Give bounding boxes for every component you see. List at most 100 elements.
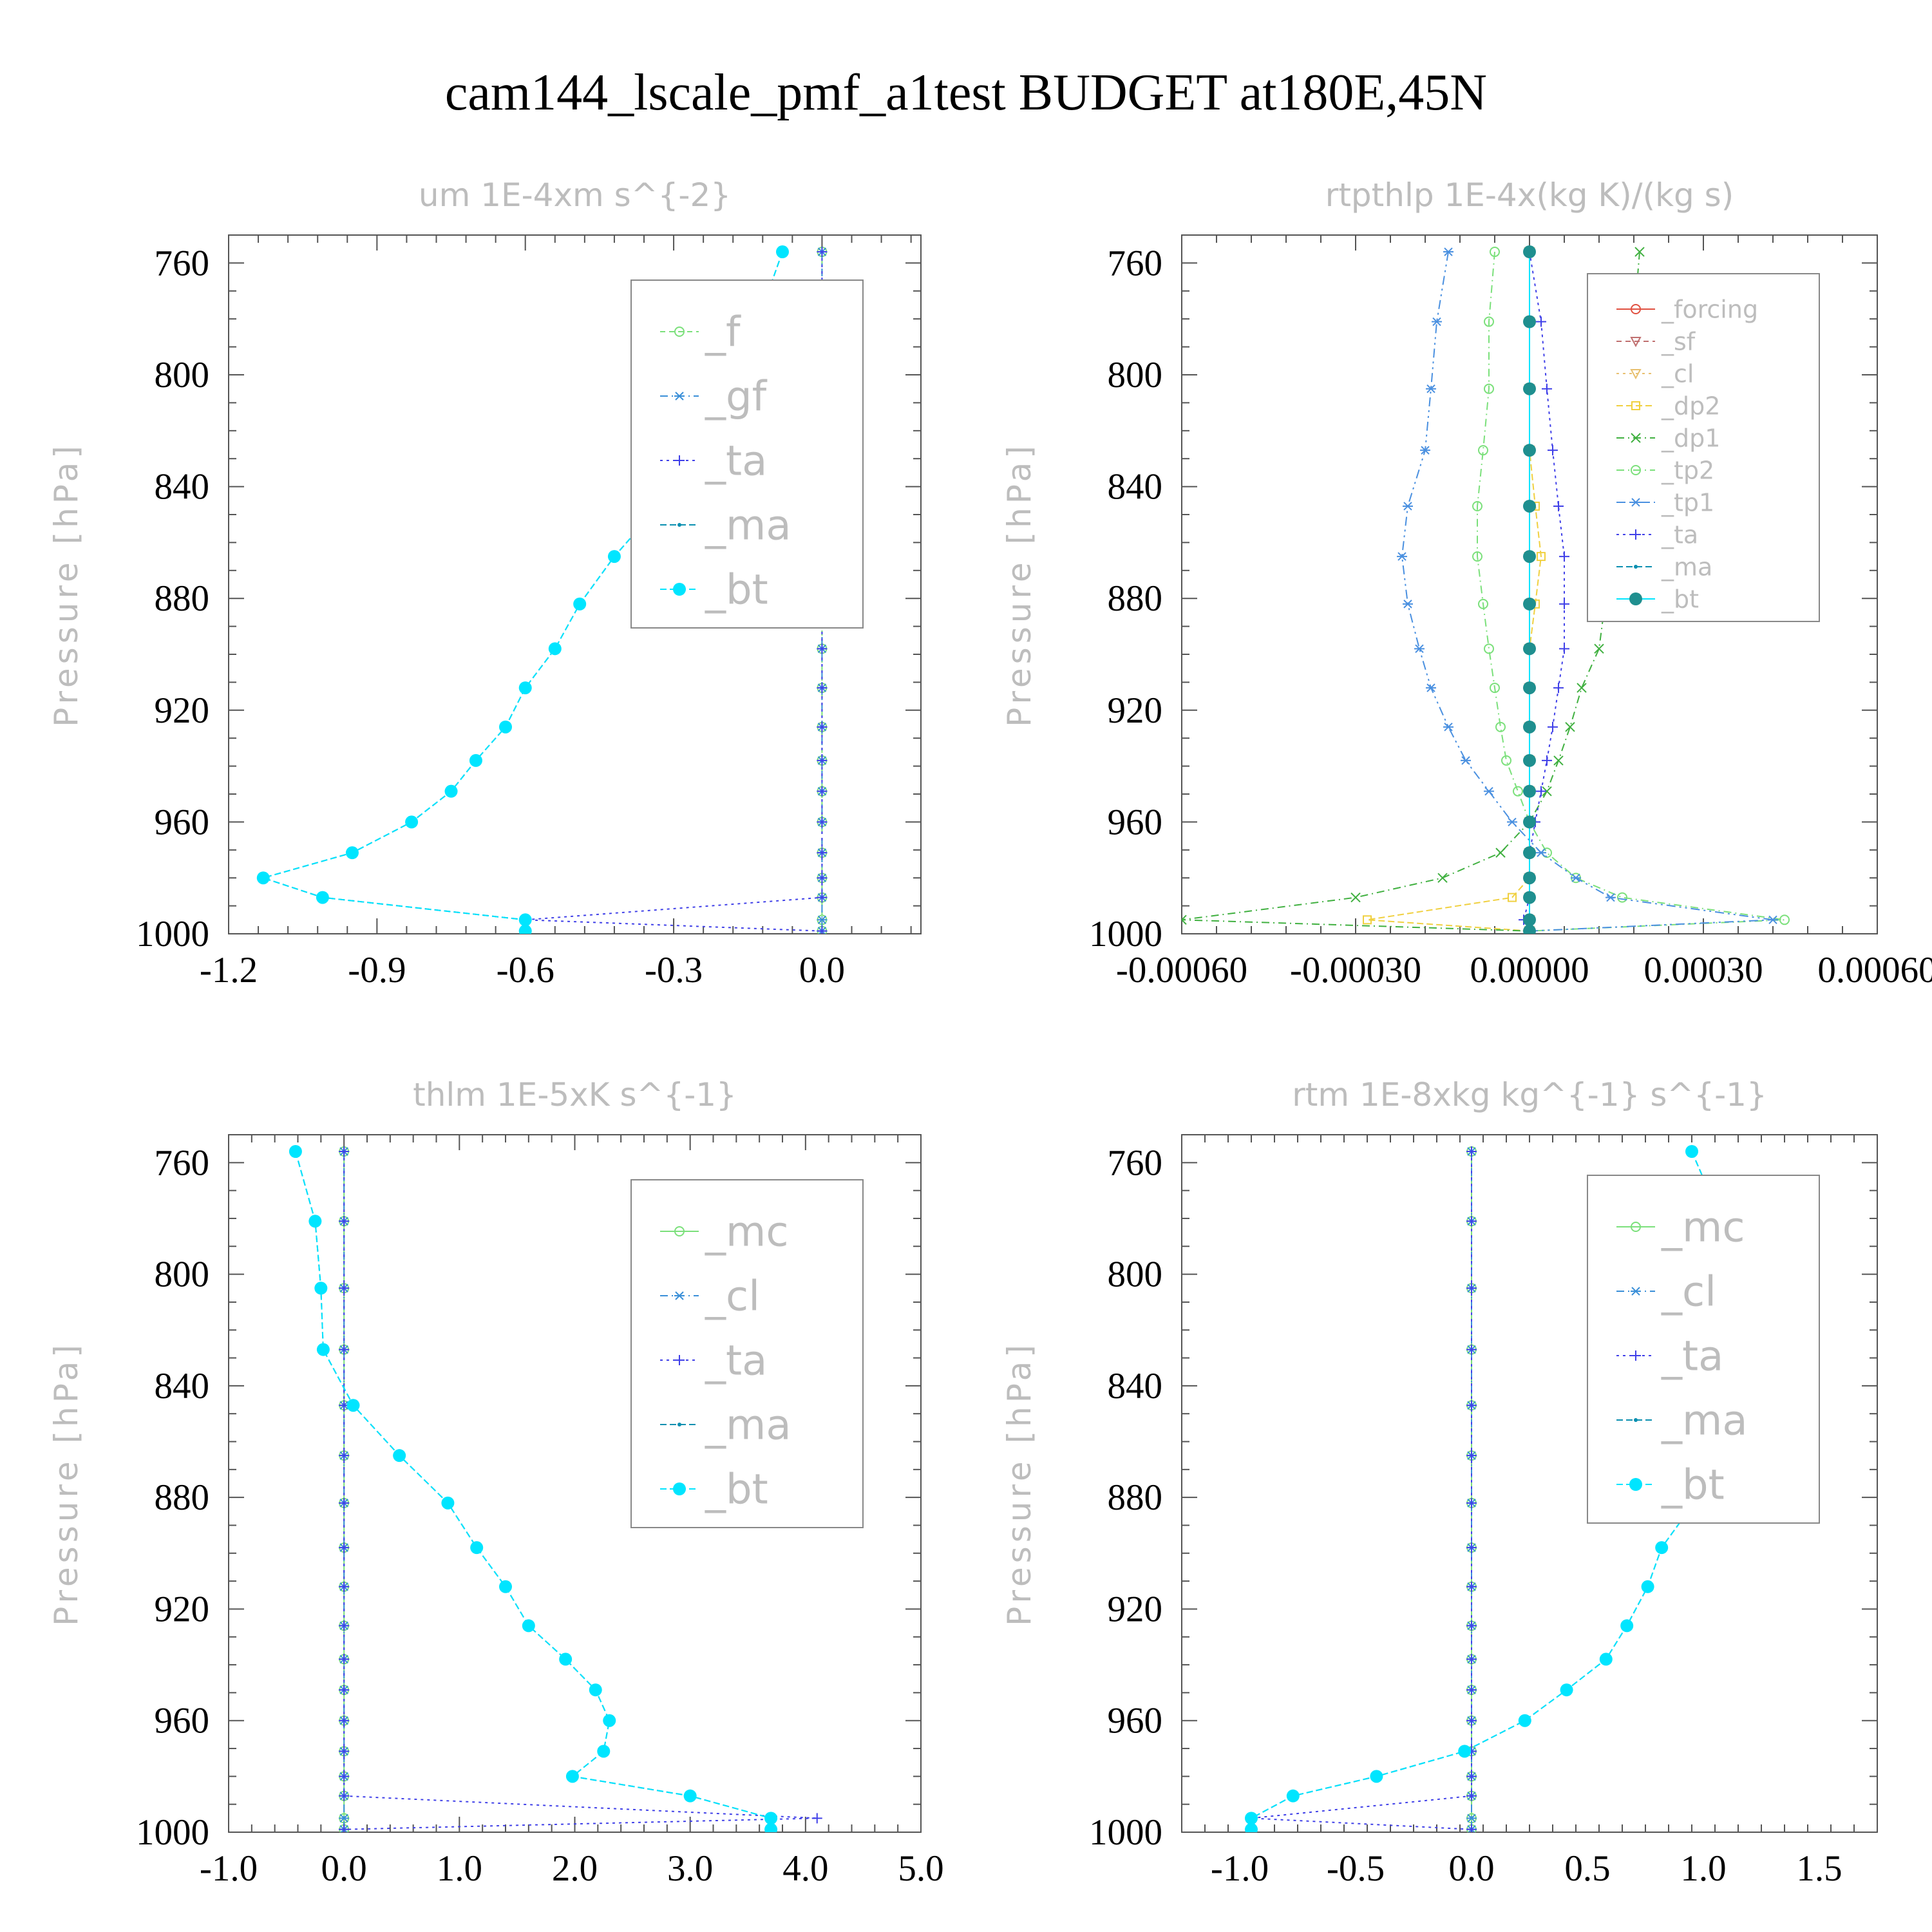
legend-marker	[1629, 592, 1642, 605]
legend-marker	[1631, 1222, 1641, 1232]
data-point-bt	[1245, 1823, 1258, 1832]
data-point-dp1	[1495, 848, 1506, 858]
data-point-ta	[1466, 1620, 1477, 1631]
data-point-bt	[573, 597, 587, 611]
series-line-dp2	[1367, 252, 1542, 932]
data-point-ta	[1559, 551, 1569, 562]
data-point-bt	[597, 1745, 611, 1758]
data-point-bt	[346, 1399, 360, 1412]
panel-title: rtm 1E-8xkg kg^{-1} s^{-1}	[1292, 1076, 1767, 1113]
y-tick-label: 920	[155, 690, 210, 731]
data-point-ta	[339, 1497, 350, 1508]
data-point-bt	[683, 1789, 697, 1803]
y-tick-label: 760	[155, 243, 210, 283]
data-point-ta	[339, 1450, 350, 1461]
series-line-ta	[1522, 251, 1565, 932]
data-point-dp2	[1537, 552, 1546, 562]
data-point-bt	[1523, 720, 1536, 734]
legend-label: _forcing	[1661, 295, 1758, 323]
y-tick-label: 920	[155, 1589, 210, 1629]
y-tick-label: 840	[1108, 1366, 1163, 1406]
data-point-tp2	[1484, 316, 1494, 327]
legend-marker	[677, 1423, 681, 1426]
legend-label: _dp2	[1661, 392, 1720, 420]
data-point-bt	[1523, 846, 1536, 860]
legend-label: _sf	[1661, 327, 1696, 355]
legend-label: _tp2	[1661, 456, 1714, 484]
data-point-ta	[1466, 1344, 1477, 1355]
data-point-bt	[1523, 753, 1536, 767]
data-point-ta	[817, 755, 828, 766]
legend-label: _bt	[705, 566, 768, 614]
legend-marker	[674, 392, 685, 401]
legend-item-ma: _ma	[1616, 553, 1712, 581]
data-point-bt	[1458, 1745, 1472, 1758]
data-point-bt	[1523, 913, 1536, 927]
legend-item-bt: _bt	[1616, 585, 1699, 613]
data-point-tp1	[1426, 384, 1436, 393]
data-point-gf	[817, 915, 828, 925]
plot-frame	[228, 234, 922, 934]
data-point-ta	[339, 1283, 350, 1294]
legend-label: _tp1	[1661, 488, 1714, 516]
data-point-bt	[1245, 1812, 1258, 1825]
data-point-tp2	[1779, 914, 1790, 925]
data-point-ta	[1548, 721, 1558, 732]
data-point-bt	[1523, 891, 1536, 904]
data-point-bt	[1523, 499, 1536, 513]
data-point-bt	[518, 681, 532, 695]
x-tick-label: 1.5	[1796, 1848, 1842, 1889]
series-line-bt	[261, 251, 783, 931]
y-axis-label: Pressure [hPa]	[1001, 1341, 1038, 1626]
y-tick-label: 960	[155, 802, 210, 842]
legend-item-tp1: _tp1	[1616, 488, 1714, 516]
legend-label: _ta	[1661, 1332, 1723, 1380]
data-point-ta	[339, 1746, 350, 1757]
data-point-bt	[1599, 1653, 1613, 1666]
data-point-bt	[289, 1144, 302, 1158]
x-tick-label: 0.00060	[1817, 950, 1932, 990]
data-point-bt	[1523, 382, 1536, 395]
x-tick-label: 3.0	[667, 1848, 713, 1889]
data-point-ta	[339, 1771, 350, 1782]
legend-label: _ma	[1661, 1397, 1748, 1444]
data-point-ta	[1466, 1146, 1477, 1157]
y-tick-label: 1000	[136, 914, 209, 954]
data-point-tp1	[1443, 247, 1454, 256]
data-point-tp1	[1403, 600, 1413, 609]
legend-item-ta: _ta	[660, 437, 767, 485]
legend-label: _cl	[1661, 1268, 1716, 1316]
legend-marker	[1631, 304, 1641, 314]
data-point-bt	[1620, 1619, 1634, 1633]
y-tick-label: 840	[155, 1366, 210, 1406]
y-tick-label: 760	[155, 1142, 210, 1183]
data-point-tp2	[1472, 551, 1482, 562]
y-tick-label: 760	[1108, 243, 1163, 283]
data-point-bt	[776, 245, 789, 259]
y-tick-label: 880	[1108, 578, 1163, 619]
y-tick-label: 1000	[136, 1812, 209, 1853]
data-point-tp2	[1478, 598, 1488, 609]
legend-label: _bt	[705, 1466, 768, 1513]
data-point-bt	[764, 1812, 778, 1825]
x-tick-label: -0.3	[645, 950, 703, 990]
legend-box	[630, 1179, 864, 1528]
legend-item-sf: _sf	[1616, 327, 1696, 355]
legend-label: _dp1	[1661, 424, 1720, 452]
legend-item-cl: _cl	[660, 1273, 760, 1320]
data-point-dp1	[1594, 643, 1604, 654]
series-line-dp1	[1182, 251, 1640, 932]
legend-box	[1587, 273, 1820, 622]
x-tick-label: 1.0	[1680, 1848, 1726, 1889]
legend-marker	[674, 327, 685, 337]
legend-item-ta: _ta	[1616, 520, 1698, 549]
data-point-bt	[470, 1541, 484, 1555]
data-point-bt	[308, 1215, 322, 1228]
legend-label: _ma	[705, 502, 791, 549]
legend-label: _cl	[1661, 359, 1694, 388]
data-point-ta	[1466, 1542, 1477, 1553]
legend-marker	[674, 1291, 685, 1300]
data-point-ta	[1466, 1400, 1477, 1411]
panel-title: thlm 1E-5xK s^{-1}	[413, 1076, 737, 1113]
data-point-ta	[817, 247, 828, 258]
